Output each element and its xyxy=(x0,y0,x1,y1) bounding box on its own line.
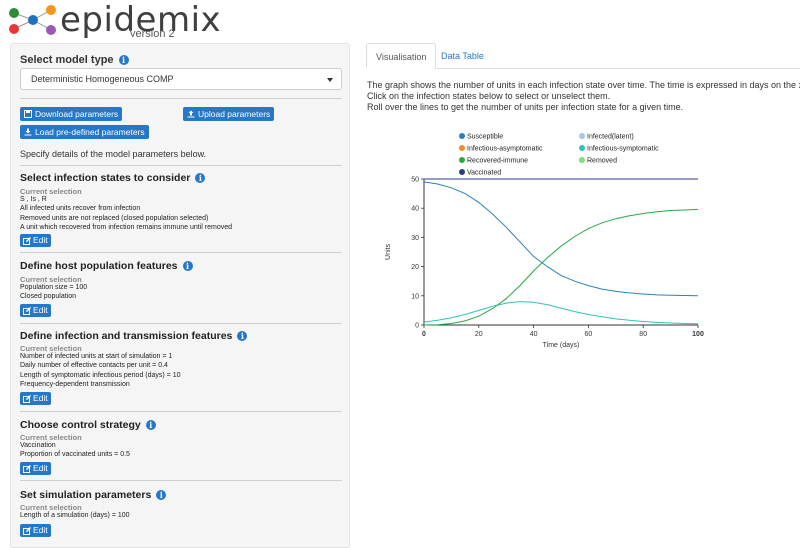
network-logo-icon xyxy=(9,5,56,35)
section-title-simulation-parameters: Set simulation parameters i xyxy=(20,489,167,501)
info-icon[interactable]: i xyxy=(195,173,206,183)
download-icon xyxy=(24,128,32,136)
edit-host-population-button[interactable]: Edit xyxy=(20,304,51,317)
series-line-recovered-immune[interactable] xyxy=(423,208,699,326)
legend-marker[interactable] xyxy=(579,157,585,163)
infection-states-chart: Susceptible Infected(latent) Infectious-as… xyxy=(385,133,704,349)
info-icon[interactable]: i xyxy=(156,490,167,500)
x-tick-label: 100 xyxy=(692,331,704,338)
edit-control-strategy-button[interactable]: Edit xyxy=(20,462,51,475)
tab-visualisation[interactable]: Visualisation xyxy=(366,43,437,69)
current-selection-values: S , Is , R All infected units recover fr… xyxy=(20,196,233,231)
y-tick-label: 0 xyxy=(415,323,419,330)
y-tick-label: 50 xyxy=(411,177,419,184)
current-selection-label: Current selection xyxy=(20,433,82,442)
tab-data-table[interactable]: Data Table xyxy=(441,51,484,61)
legend-marker[interactable] xyxy=(459,133,465,139)
legend-label[interactable]: Recovered-immune xyxy=(467,158,528,165)
current-selection-label: Current selection xyxy=(20,344,82,353)
chevron-down-icon xyxy=(327,78,333,82)
current-selection-values: Population size = 100 Closed population xyxy=(20,284,88,301)
download-parameters-button[interactable]: Download parameters xyxy=(20,107,123,121)
info-icon[interactable]: i xyxy=(237,331,248,341)
current-selection-label: Current selection xyxy=(20,187,82,196)
info-icon[interactable]: i xyxy=(182,261,193,271)
model-type-label: Select model type i xyxy=(20,54,129,66)
divider xyxy=(20,323,342,324)
x-tick-label: 40 xyxy=(530,331,538,338)
app-header: epidemix version 2 xyxy=(0,0,800,42)
legend-marker[interactable] xyxy=(579,145,585,151)
current-selection-values: Length of a simulation (days) = 100 xyxy=(20,512,130,519)
legend-label[interactable]: Infected(latent) xyxy=(587,134,634,141)
legend-marker[interactable] xyxy=(459,157,465,163)
current-selection-label: Current selection xyxy=(20,503,82,512)
legend-marker[interactable] xyxy=(459,169,465,175)
info-icon[interactable]: i xyxy=(145,420,156,430)
legend-label[interactable]: Vaccinated xyxy=(467,170,501,177)
y-tick-label: 10 xyxy=(411,293,419,300)
edit-infection-transmission-button[interactable]: Edit xyxy=(20,392,51,405)
current-selection-label: Current selection xyxy=(20,275,82,284)
divider xyxy=(20,98,342,99)
tab-bar: Visualisation Data Table xyxy=(366,43,800,69)
load-predefined-parameters-button[interactable]: Load pre-defined parameters xyxy=(20,125,149,139)
section-title-infection-states: Select infection states to consider i xyxy=(20,172,206,184)
edit-icon xyxy=(23,306,31,315)
upload-parameters-button[interactable]: Upload parameters xyxy=(183,107,275,121)
x-tick-label: 60 xyxy=(585,331,593,338)
series-line-susceptible[interactable] xyxy=(423,181,699,297)
legend-marker[interactable] xyxy=(459,145,465,151)
model-sidebar: Select model type i Deterministic Homoge… xyxy=(10,43,350,548)
legend-label[interactable]: Susceptible xyxy=(467,134,503,141)
y-tick-label: 20 xyxy=(411,264,419,271)
x-tick-label: 0 xyxy=(422,331,426,338)
visualisation-description: The graph shows the number of units in e… xyxy=(367,80,800,112)
edit-infection-states-button[interactable]: Edit xyxy=(20,234,51,247)
section-title-control-strategy: Choose control strategy i xyxy=(20,419,156,431)
divider xyxy=(20,411,342,412)
edit-icon xyxy=(23,394,31,403)
legend-marker[interactable] xyxy=(579,133,585,139)
upload-icon xyxy=(187,110,195,118)
edit-icon xyxy=(23,236,31,245)
specify-details-text: Specify details of the model parameters … xyxy=(20,149,207,159)
model-type-select[interactable]: Deterministic Homogeneous COMP xyxy=(20,68,342,90)
divider xyxy=(20,480,342,481)
x-axis-label: Time (days) xyxy=(543,342,580,349)
y-tick-label: 40 xyxy=(411,206,419,213)
section-title-infection-transmission: Define infection and transmission featur… xyxy=(20,330,248,342)
divider xyxy=(20,165,342,166)
current-selection-values: Number of infected units at start of sim… xyxy=(20,353,181,388)
y-tick-label: 30 xyxy=(411,235,419,242)
x-tick-label: 80 xyxy=(639,331,647,338)
legend-label[interactable]: Removed xyxy=(587,158,617,165)
save-icon xyxy=(24,110,32,118)
edit-simulation-parameters-button[interactable]: Edit xyxy=(20,524,51,537)
app-version: version 2 xyxy=(130,28,175,40)
legend-label[interactable]: Infectious-asymptomatic xyxy=(467,146,543,153)
section-title-host-population: Define host population features i xyxy=(20,260,193,272)
edit-icon xyxy=(23,464,31,473)
series-line-infectious-symptomatic[interactable] xyxy=(423,301,699,325)
app-name: epidemix xyxy=(60,0,222,40)
divider xyxy=(20,252,342,253)
edit-icon xyxy=(23,526,31,535)
legend-label[interactable]: Infectious-symptomatic xyxy=(587,146,659,153)
current-selection-values: Vaccination Proportion of vaccinated uni… xyxy=(20,442,130,459)
x-tick-label: 20 xyxy=(475,331,483,338)
info-icon[interactable]: i xyxy=(118,55,129,65)
y-axis-label: Units xyxy=(385,244,392,260)
